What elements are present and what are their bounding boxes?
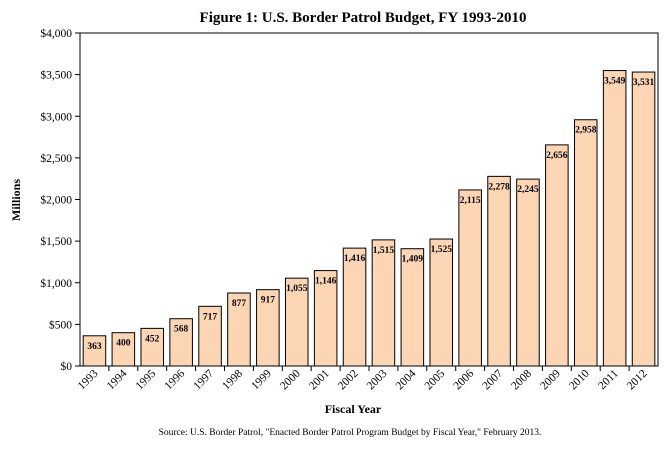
x-tick-label: 2000 [278, 367, 303, 392]
bar [111, 332, 136, 367]
bar [256, 289, 280, 367]
bar-value-label: 363 [87, 342, 102, 352]
x-tick-label: 2005 [423, 367, 448, 392]
bar [169, 318, 193, 367]
y-tick-label: $0 [61, 360, 73, 373]
bar [227, 292, 251, 367]
bar-value-label: 2,115 [460, 196, 481, 206]
bar [82, 335, 107, 367]
bar [400, 248, 425, 367]
y-tick-label: $3,000 [40, 110, 72, 123]
bar-value-label: 1,416 [344, 254, 366, 264]
bar [198, 305, 222, 367]
bar-value-label: 1,525 [431, 245, 453, 255]
x-tick-label: 2010 [567, 367, 592, 392]
x-tick-label: 2004 [394, 367, 419, 392]
bar-value-label: 452 [145, 334, 160, 344]
plot-area: $0 $500 $1,000 $1,500 $2,000 $2,500 $3,000 $3,5… [40, 27, 659, 392]
bar [284, 277, 309, 367]
x-tick-label: 1998 [220, 367, 245, 392]
x-tick-label: 1993 [76, 367, 101, 392]
source-note: Source: U.S. Border Patrol, "Enacted Bor… [159, 428, 542, 438]
bar [631, 71, 656, 367]
bar-value-label: 717 [203, 312, 218, 322]
y-tick-label: $2,500 [40, 152, 72, 165]
bar-value-label: 568 [174, 325, 189, 335]
bar-value-label: 3,531 [633, 78, 655, 88]
bar-value-label: 917 [261, 296, 276, 306]
bar-series: 363 400 452 568 717 877 917 1,055 1,146 1,416 1,51… [82, 70, 656, 367]
bar-value-label: 1,409 [402, 255, 424, 265]
bar-value-label: 2,958 [575, 126, 597, 136]
x-tick-label: 2012 [625, 367, 650, 392]
bar [371, 239, 396, 367]
x-tick-label: 2006 [452, 367, 477, 392]
x-tick-label: 2003 [365, 367, 390, 392]
bar-value-label: 2,245 [517, 185, 539, 195]
bar [487, 175, 511, 367]
bar-value-label: 1,146 [315, 277, 337, 287]
bar [516, 178, 540, 367]
x-tick-label: 1996 [163, 367, 188, 392]
x-tick-label: 2002 [336, 367, 361, 392]
x-tick-label: 1997 [191, 367, 216, 392]
x-axis: 1993 1994 1995 1996 1997 1998 1999 2000 2001 2002… [76, 366, 650, 392]
bar [602, 70, 627, 367]
bar-value-label: 877 [232, 299, 247, 309]
x-tick-label: 1999 [249, 367, 274, 392]
bar-value-label: 1,515 [373, 246, 395, 256]
y-tick-label: $1,000 [40, 277, 72, 290]
bar [545, 144, 569, 367]
y-tick-label: $4,000 [40, 27, 72, 40]
bar [429, 238, 454, 367]
bar [342, 247, 367, 367]
x-tick-label: 2007 [480, 367, 505, 392]
bar-value-label: 1,055 [286, 284, 308, 294]
y-tick-label: $3,500 [40, 69, 72, 82]
plot-frame [79, 32, 659, 367]
bar [313, 270, 338, 367]
y-tick-label: $500 [49, 318, 72, 331]
y-tick-label: $1,500 [40, 235, 72, 248]
x-axis-label: Fiscal Year [325, 402, 382, 416]
y-axis-label: Millions [9, 179, 23, 221]
x-tick-label: 2009 [538, 367, 563, 392]
bar [140, 327, 165, 367]
y-axis: $0 $500 $1,000 $1,500 $2,000 $2,500 $3,000 $3,5… [40, 27, 80, 373]
bar-value-label: 3,549 [604, 77, 626, 87]
bar-value-label: 400 [116, 339, 131, 349]
bar-value-label: 2,278 [488, 182, 510, 192]
x-tick-label: 1995 [134, 367, 159, 392]
bar [573, 119, 598, 367]
x-tick-label: 2001 [307, 367, 332, 392]
x-tick-label: 2008 [509, 367, 534, 392]
x-tick-label: 1994 [105, 367, 130, 392]
bar [458, 189, 482, 367]
chart-title: Figure 1: U.S. Border Patrol Budget, FY … [200, 10, 527, 26]
bar-value-label: 2,656 [546, 151, 568, 161]
y-tick-label: $2,000 [40, 194, 72, 207]
x-tick-label: 2011 [596, 367, 621, 392]
